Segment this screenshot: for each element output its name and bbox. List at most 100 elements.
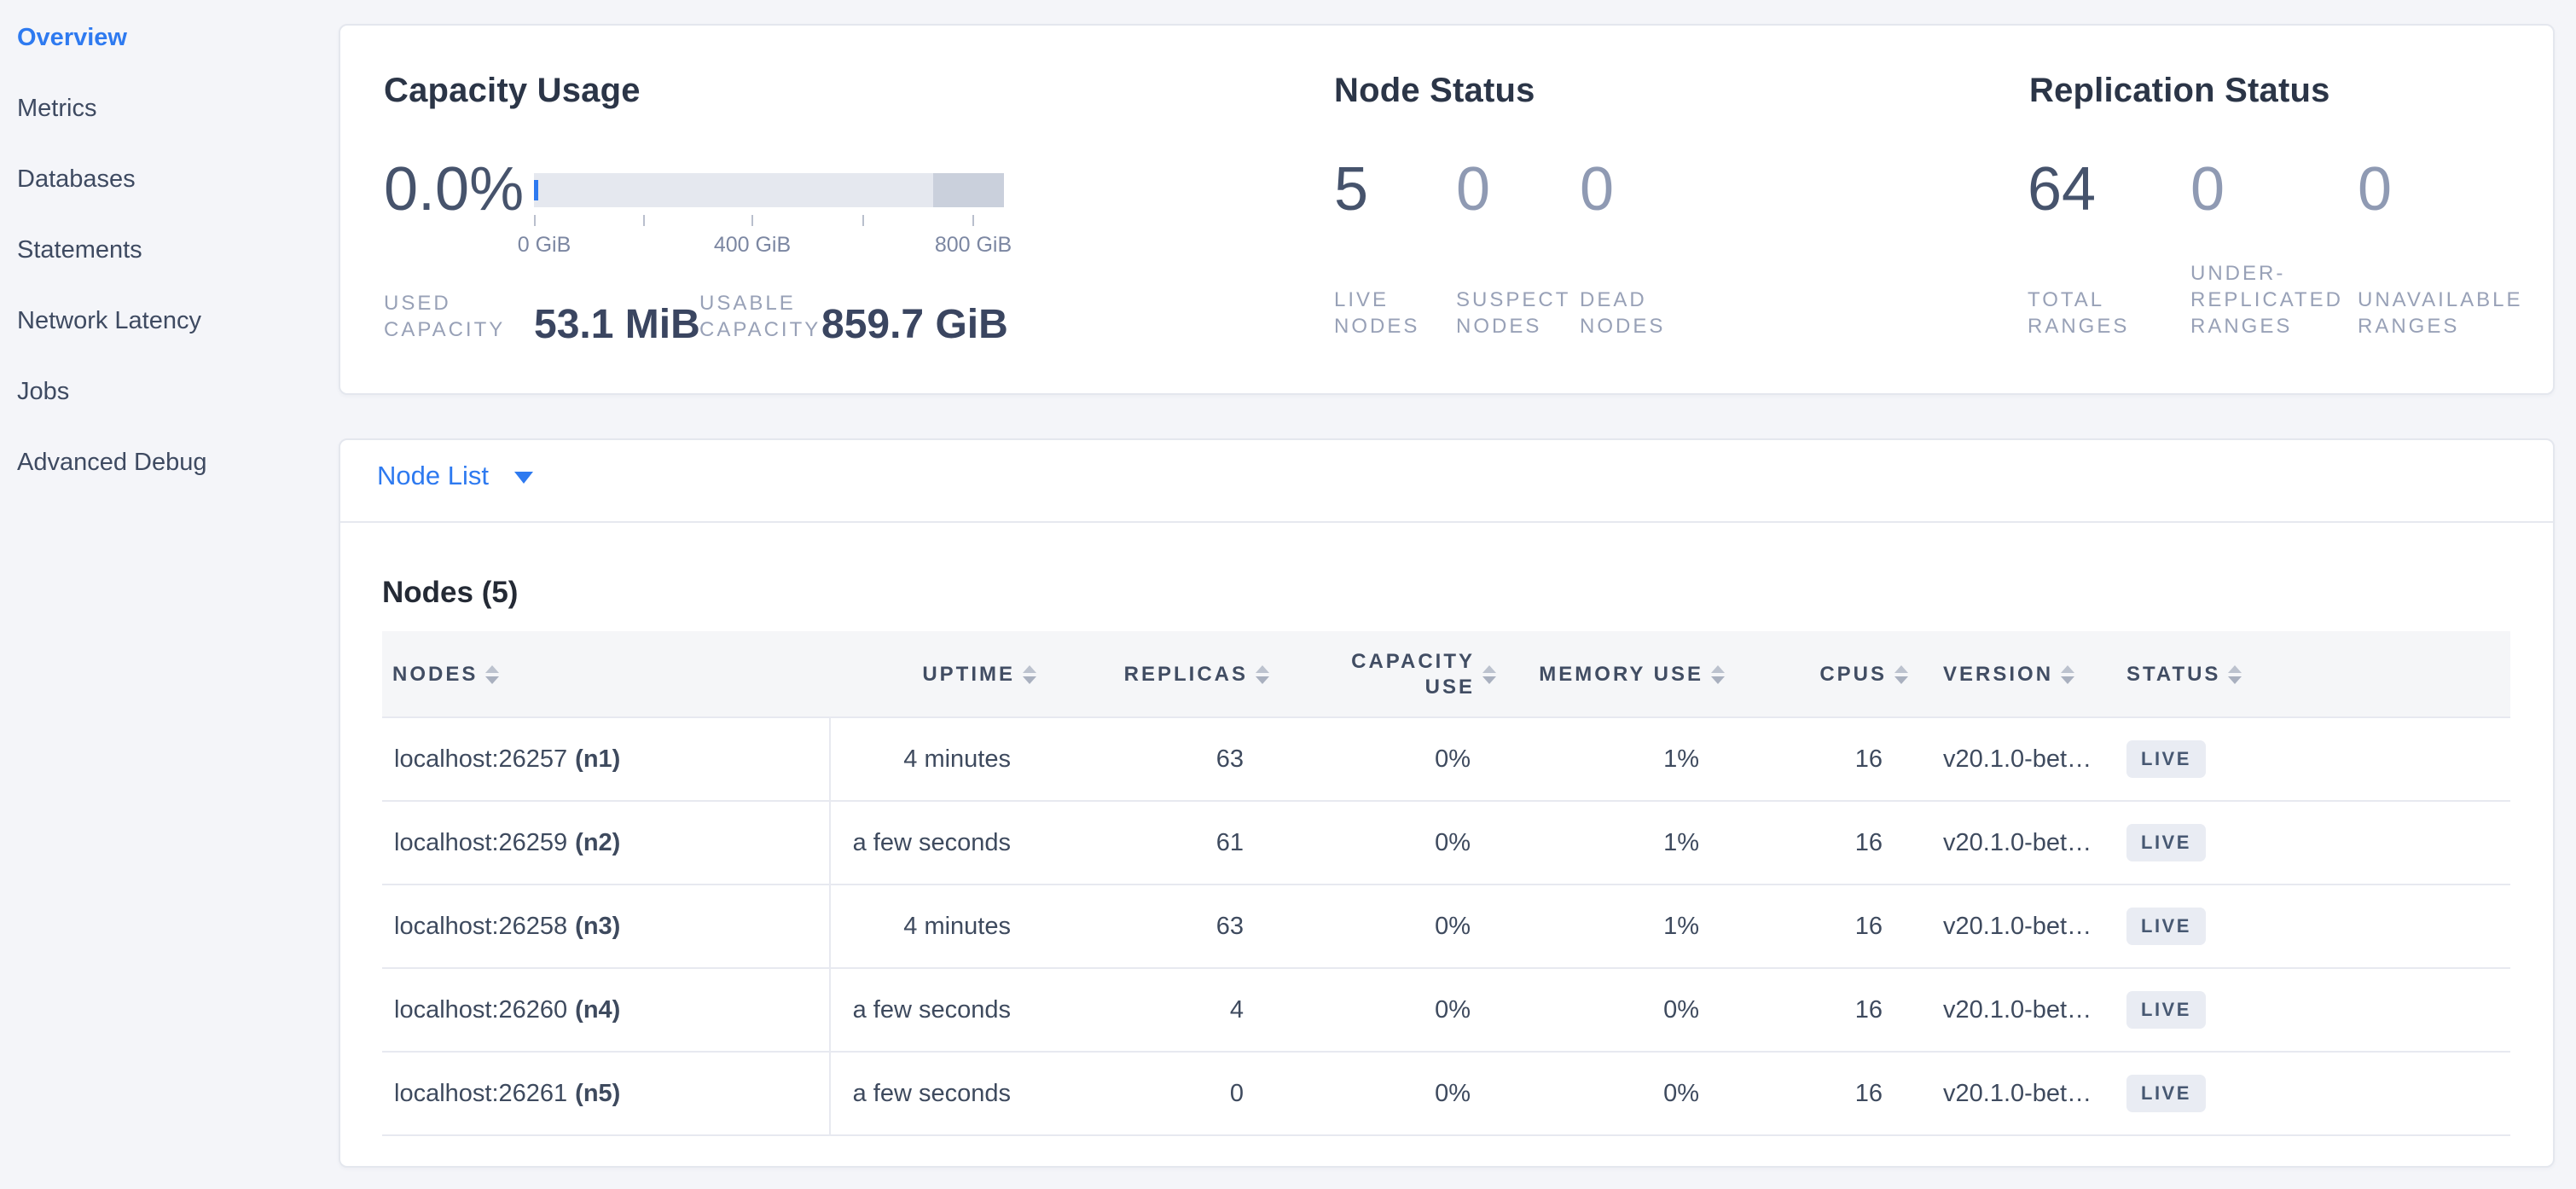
cell-memory-use: 1% [1663,745,1699,773]
header-label: UPTIME [922,663,1015,686]
cluster-summary-card: Capacity Usage 0.0% 0 GiB 400 GiB 800 Gi… [339,24,2555,395]
caret-down-icon [513,472,533,484]
label-line: LIVE [1334,288,1390,311]
cell-uptime: 4 minutes [903,745,1011,773]
sort-up-icon [2228,665,2242,673]
node-list-selector-row: Node List [340,440,2553,521]
sort-down-icon [2228,676,2242,684]
header-label: STATUS [2126,663,2221,686]
cell-capacity-use: 0% [1435,912,1471,940]
sort-icon [485,665,500,684]
sidebar-item-overview[interactable]: Overview [17,24,127,51]
sidebar-item-advanced-debug[interactable]: Advanced Debug [17,449,207,476]
status-badge: LIVE [2126,824,2206,861]
header-label: MEMORY USE [1539,663,1703,686]
cell-replicas: 61 [1215,828,1244,856]
cell-memory-use: 0% [1663,1079,1699,1107]
header-cell-cpus[interactable]: CPUS [1725,631,1908,718]
table-row[interactable]: localhost:26260 (n4) a few seconds 4 0% 0… [382,969,2510,1053]
label-line: USE [1424,676,1475,699]
sidebar-item-statements[interactable]: Statements [17,236,142,264]
cell-replicas: 0 [1229,1079,1244,1107]
sort-down-icon [1711,676,1725,684]
node-address: localhost:26258 [394,912,568,940]
table-row[interactable]: localhost:26257 (n1) 4 minutes 63 0% 1% 1… [382,718,2510,802]
cell-node-name: localhost:26258 (n3) [382,885,831,967]
sort-up-icon [1023,665,1036,673]
sort-down-icon [2061,676,2075,684]
header-label: VERSION [1943,663,2054,686]
divider [340,521,2553,523]
cell-capacity-use: 0% [1435,1079,1471,1107]
header-cell-memory-use[interactable]: MEMORY USE [1496,631,1725,718]
sort-up-icon [1711,665,1725,673]
table-row[interactable]: localhost:26261 (n5) a few seconds 0 0% 0… [382,1053,2510,1136]
label-line: NODES [1580,315,1666,338]
cell-capacity-use: 0% [1435,745,1471,773]
axis-tick-label: 400 GiB [713,233,792,257]
table-row[interactable]: localhost:26259 (n2) a few seconds 61 0% … [382,802,2510,885]
header-cell-version[interactable]: VERSION [1908,631,2109,718]
table-row[interactable]: localhost:26258 (n3) 4 minutes 63 0% 1% 1… [382,885,2510,969]
cell-node-name: localhost:26259 (n2) [382,802,831,884]
capacity-bar-track [534,173,1004,207]
header-cell-uptime[interactable]: UPTIME [831,631,1036,718]
dead-nodes-count: 0 [1580,155,1615,223]
header-cell-nodes[interactable]: NODES [382,631,831,718]
capacity-bar-used-segment [534,180,538,200]
cell-replicas: 63 [1215,745,1244,773]
label-line: USED [384,292,451,315]
unavailable-ranges-label: UNAVAILABLE RANGES [2358,287,2523,339]
sidebar-item-metrics[interactable]: Metrics [17,95,97,122]
node-id: (n4) [575,995,621,1024]
usable-capacity-value: 859.7 GiB [821,302,1008,347]
header-cell-replicas[interactable]: REPLICAS [1036,631,1269,718]
sidebar-item-network-latency[interactable]: Network Latency [17,307,201,334]
header-label: NODES [392,663,479,686]
label-line: UNAVAILABLE [2358,288,2523,311]
node-address: localhost:26261 [394,1079,568,1107]
cell-version: v20.1.0-bet… [1943,995,2092,1024]
cell-status: LIVE [2109,969,2510,1051]
suspect-nodes-count: 0 [1456,155,1491,223]
cell-version: v20.1.0-bet… [1943,828,2092,856]
label-line: RANGES [2358,315,2460,338]
node-id: (n5) [575,1079,621,1107]
sort-up-icon [1256,665,1269,673]
status-badge: LIVE [2126,740,2206,778]
label-line: SUSPECT [1456,288,1571,311]
label-line: CAPACITY [384,318,506,341]
node-address: localhost:26259 [394,828,568,856]
nodes-table: NODES UPTIME REPLICAS CAPACITY USE [382,631,2510,1136]
label-line: CAPACITY [699,318,821,341]
label-line: NODES [1456,315,1542,338]
sidebar-item-databases[interactable]: Databases [17,165,136,193]
sort-down-icon [485,676,500,684]
cell-version: v20.1.0-bet… [1943,1079,2092,1107]
sort-down-icon [1256,676,1269,684]
sort-icon [2061,665,2075,684]
sort-icon [1711,665,1725,684]
node-list-selector[interactable]: Node List [377,461,533,491]
cell-node-name: localhost:26257 (n1) [382,718,831,800]
label-line: CAPACITY [1351,650,1475,673]
cell-version: v20.1.0-bet… [1943,745,2092,773]
header-cell-capacity-use[interactable]: CAPACITY USE [1269,631,1496,718]
unavailable-ranges-count: 0 [2358,155,2393,223]
label-line: USABLE [699,292,796,315]
node-status-title: Node Status [1334,72,1535,109]
header-cell-status[interactable]: STATUS [2109,631,2510,718]
sort-up-icon [1894,665,1908,673]
table-header-row: NODES UPTIME REPLICAS CAPACITY USE [382,631,2510,718]
usable-capacity-label: USABLE CAPACITY [699,290,821,343]
status-badge: LIVE [2126,1075,2206,1112]
cell-cpus: 16 [1854,912,1883,940]
sort-icon [2228,665,2242,684]
sidebar-item-jobs[interactable]: Jobs [17,378,70,405]
cell-node-name: localhost:26261 (n5) [382,1053,831,1134]
sort-down-icon [1894,676,1908,684]
cell-memory-use: 1% [1663,828,1699,856]
capacity-usage-title: Capacity Usage [384,72,641,109]
sort-up-icon [2061,665,2075,673]
